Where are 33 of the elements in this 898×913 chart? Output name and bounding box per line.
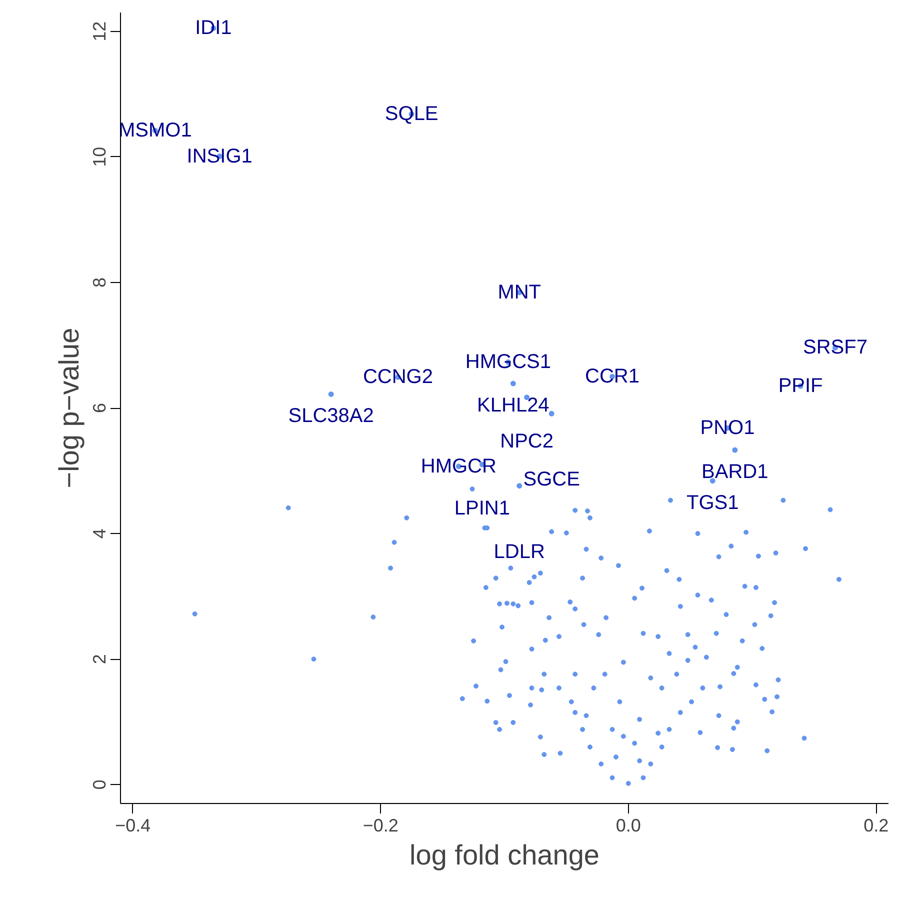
annotation: SQLE [384, 103, 438, 126]
annotation: MSMO1 [118, 120, 192, 142]
annotation: CCR1 [585, 366, 640, 388]
annotation: INSIG1 [186, 145, 252, 168]
y-tick-label: 8 [90, 277, 110, 288]
annotation: HMGCS1 [465, 351, 552, 374]
x-tick-label: −0.4 [115, 816, 151, 836]
annotation: LDLR [494, 540, 545, 563]
annotation: MNT [498, 281, 542, 304]
annotation: CCNG2 [362, 366, 433, 388]
annotation: SGCE [523, 468, 580, 491]
x-tick-label: −0.2 [362, 816, 398, 836]
annotation: KLHL24 [477, 394, 550, 417]
annotation: TGS1 [686, 492, 739, 514]
annotation: IDI1 [195, 17, 232, 40]
annotation: BARD1 [702, 461, 768, 484]
annotation: PNO1 [700, 417, 755, 440]
annotation: PPIF [778, 375, 823, 398]
annotation: SRSF7 [803, 336, 868, 359]
y-axis-title: −log p−value [54, 328, 84, 488]
y-tick-label: 6 [90, 402, 110, 414]
y-tick-label: 2 [90, 654, 110, 664]
y-tick-label: 4 [90, 528, 110, 539]
y-tick-label: 10 [90, 146, 110, 167]
x-tick-label: 0.2 [864, 816, 889, 836]
y-tick-label: 0 [90, 780, 110, 790]
annotation: LPIN1 [454, 498, 510, 520]
x-tick-label: 0.0 [616, 816, 641, 836]
x-axis-title: log fold change [410, 840, 600, 870]
annotation: NPC2 [500, 430, 554, 452]
y-tick-label: 12 [90, 21, 110, 42]
annotation: HMGCR [420, 455, 496, 478]
annotation: SLC38A2 [288, 405, 374, 428]
